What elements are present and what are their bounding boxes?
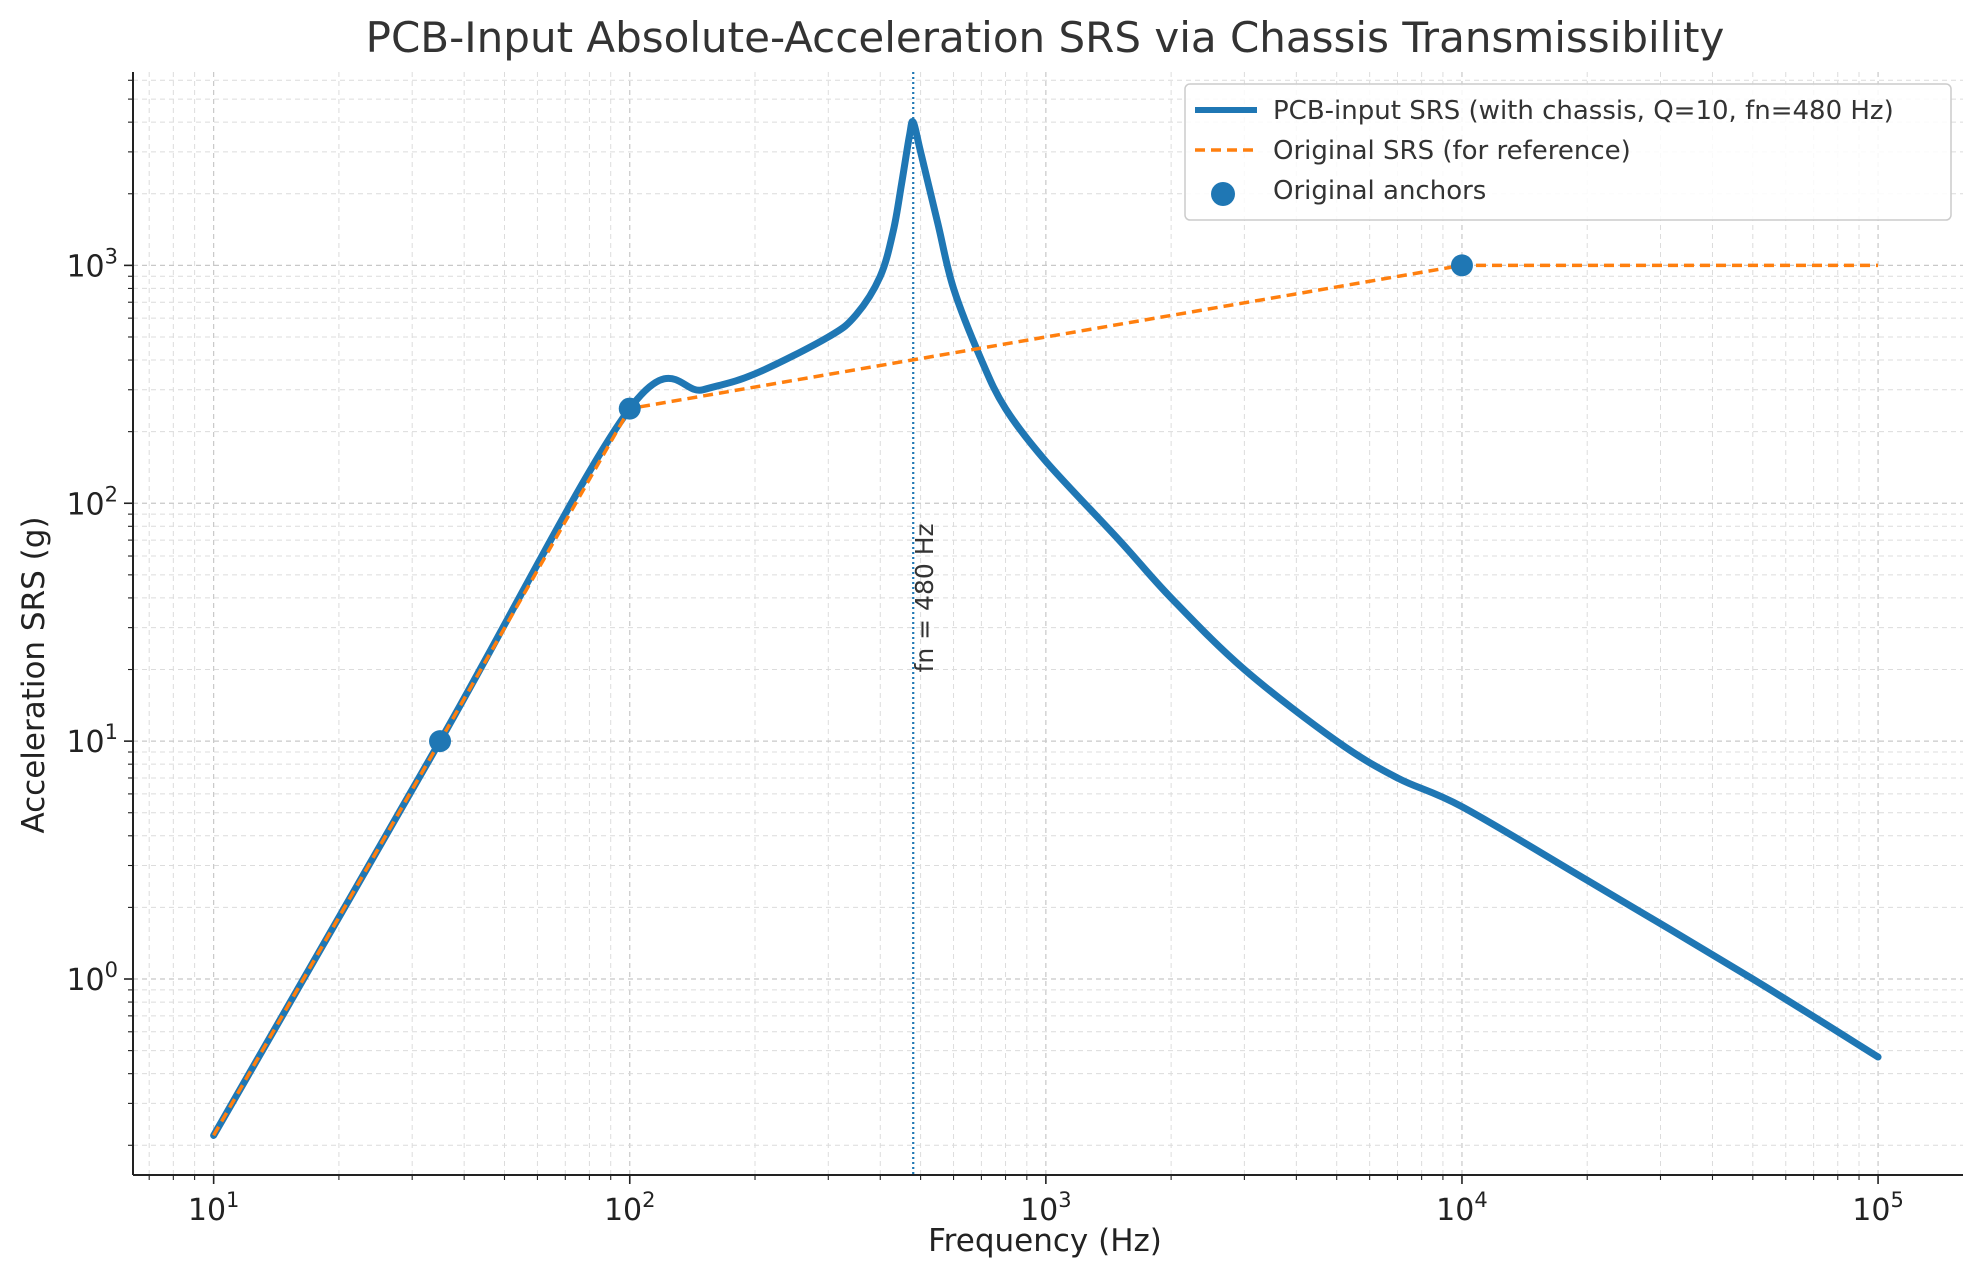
y-tick-label: 100 bbox=[66, 958, 118, 998]
x-tick-label: 101 bbox=[188, 1188, 240, 1228]
axes bbox=[124, 72, 1963, 1184]
legend-swatch-anchors bbox=[1211, 182, 1235, 206]
grid bbox=[133, 72, 1963, 1175]
pcb-input-srs-line bbox=[210, 118, 1882, 1139]
x-tick-label: 104 bbox=[1436, 1188, 1488, 1228]
y-axis-label: Acceleration SRS (g) bbox=[16, 516, 52, 833]
anchor-point bbox=[618, 397, 641, 420]
y-tick-label: 101 bbox=[66, 720, 118, 760]
anchor-point bbox=[429, 730, 452, 753]
tick-labels: 101 102 103 104 105 100 101 102 103 bbox=[66, 244, 1903, 1228]
original-srs-line bbox=[212, 263, 1879, 1137]
annotations: fn = 480 Hz bbox=[910, 72, 939, 1175]
legend-box bbox=[1184, 83, 1952, 221]
x-axis-label: Frequency (Hz) bbox=[928, 1223, 1162, 1259]
x-tick-label: 105 bbox=[1852, 1188, 1904, 1228]
x-tick-label: 102 bbox=[604, 1188, 656, 1228]
series-layer bbox=[210, 118, 1882, 1139]
chart-title: PCB-Input Absolute-Acceleration SRS via … bbox=[366, 13, 1725, 62]
fn-marker-label: fn = 480 Hz bbox=[910, 523, 939, 672]
anchor-point bbox=[1450, 254, 1473, 277]
y-tick-label: 103 bbox=[66, 244, 118, 284]
legend-label-original-srs: Original SRS (for reference) bbox=[1273, 136, 1631, 166]
legend-label-anchors: Original anchors bbox=[1273, 176, 1486, 206]
legend: PCB-input SRS (with chassis, Q=10, fn=48… bbox=[1184, 83, 1952, 221]
legend-label-pcb-input: PCB-input SRS (with chassis, Q=10, fn=48… bbox=[1273, 96, 1894, 126]
x-tick-label: 103 bbox=[1020, 1188, 1072, 1228]
y-tick-label: 102 bbox=[66, 482, 118, 522]
